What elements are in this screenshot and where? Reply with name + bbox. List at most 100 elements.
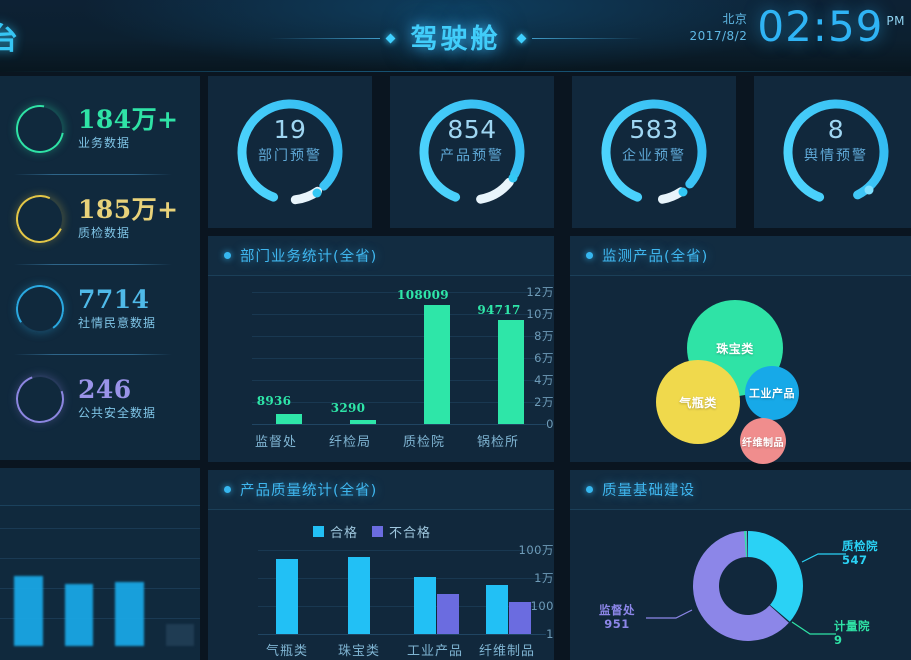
panel-title: 质量基础建设: [602, 483, 695, 499]
donut-slice-监督处[interactable]: [689, 527, 808, 646]
bar-value-label: 94717: [477, 303, 521, 317]
app-header: 台 驾驶舱 北京 2017/8/2 02:59 PM: [0, 0, 911, 72]
panel-header: 质量基础建设: [570, 470, 911, 510]
ring-icon-public-safety: [8, 367, 72, 431]
y-tick-label: 4万: [534, 373, 554, 387]
bullet-icon: [586, 486, 593, 493]
bar-工业产品-fail[interactable]: [437, 594, 459, 634]
stat-label: 公共安全数据: [78, 405, 157, 420]
gauge-label: 企业预警: [622, 148, 686, 164]
panel-product-quality: 产品质量统计(全省) 合格 不合格 100万 1万 100 1: [208, 470, 554, 660]
stat-item-business[interactable]: 184万+ 业务数据: [0, 84, 200, 174]
donut-label-计量院: 计量院 9: [834, 619, 870, 647]
bubble-industrial-product[interactable]: 工业产品: [745, 366, 799, 420]
bar-珠宝类-pass[interactable]: [348, 557, 370, 634]
panel-title: 监测产品(全省): [602, 249, 709, 265]
bar-纤维制品-pass[interactable]: [486, 585, 508, 634]
clock-ampm: PM: [886, 14, 905, 28]
chart-legend: 合格 不合格: [313, 522, 431, 541]
bubble-label: 气瓶类: [679, 395, 717, 410]
panel-title: 部门业务统计(全省): [240, 249, 378, 265]
legend-item-fail[interactable]: 不合格: [372, 522, 431, 541]
bar-锅检所[interactable]: [498, 320, 524, 424]
clock-time: 02:59: [757, 2, 884, 51]
bar-纤维制品-fail[interactable]: [509, 602, 531, 634]
diamond-icon-right: [516, 33, 526, 43]
bubble-gas-cylinder[interactable]: 气瓶类: [656, 360, 740, 444]
stat-value: 184万+: [78, 104, 179, 134]
panel-dept-business: 部门业务统计(全省) 12万 10万 8万 6万 4万 2万 0 8936 32…: [208, 236, 554, 462]
legend-item-pass[interactable]: 合格: [313, 522, 358, 541]
bubble-label: 工业产品: [749, 387, 795, 400]
donut-svg: [646, 527, 846, 646]
leader-line-质检院: [801, 553, 846, 563]
stat-value: 185万+: [78, 194, 179, 224]
gauge-label: 产品预警: [440, 148, 504, 164]
clock-city: 北京: [722, 12, 748, 26]
y-tick-label: 6万: [534, 351, 554, 365]
legend-swatch: [372, 526, 384, 537]
y-tick-label: 100: [530, 599, 554, 613]
stat-label: 质检数据: [78, 225, 131, 240]
stat-item-public-opinion[interactable]: 7714 社情民意数据: [0, 264, 200, 354]
gauge-card-department[interactable]: 19 部门预警: [208, 76, 372, 228]
donut-value-text: 9: [834, 633, 843, 647]
gauge-card-sentiment[interactable]: 8 舆情预警: [754, 76, 911, 228]
bubble-fiber-product[interactable]: 纤维制品: [740, 418, 786, 464]
gauge-arc-sentiment: [783, 99, 889, 205]
sidebar-chart-header: [0, 468, 200, 506]
bar-气瓶类-pass[interactable]: [276, 559, 298, 634]
bar-value-label: 3290: [330, 401, 366, 415]
quality-infra-donut-chart: 质检院 547 监督处 951 计量院 9: [570, 510, 911, 660]
bubble-jewelry[interactable]: 珠宝类: [687, 300, 783, 396]
bullet-icon: [224, 252, 231, 259]
x-tick-label: 质检院: [402, 435, 445, 450]
bar-监督处[interactable]: [276, 414, 302, 424]
x-tick-label: 气瓶类: [265, 644, 308, 659]
y-tick-label: 12万: [526, 285, 554, 299]
gauge-arc-enterprise: [601, 99, 707, 205]
y-tick-label: 1万: [534, 571, 554, 585]
gauge-value: 8: [827, 115, 845, 144]
bullet-icon: [224, 486, 231, 493]
y-tick-label: 10万: [526, 307, 554, 321]
bar-工业产品-pass[interactable]: [414, 577, 436, 634]
bar-质检院[interactable]: [424, 305, 450, 424]
donut-slice-质检院[interactable]: [693, 531, 803, 641]
gauge-value: 854: [447, 115, 497, 144]
ring-icon-inspection: [9, 188, 71, 250]
x-tick-label: 监督处: [254, 435, 297, 450]
page-title: 驾驶舱: [410, 23, 501, 55]
sidebar-chart-bars: [14, 546, 194, 646]
gauge-label: 部门预警: [258, 148, 322, 164]
y-tick-label: 8万: [534, 329, 554, 343]
gauge-card-enterprise[interactable]: 583 企业预警: [572, 76, 736, 228]
stat-item-public-safety[interactable]: 246 公共安全数据: [0, 354, 200, 444]
legend-label: 合格: [330, 526, 359, 541]
bar-纤检局[interactable]: [350, 420, 376, 424]
panel-header: 监测产品(全省): [570, 236, 911, 276]
stat-label: 社情民意数据: [78, 315, 157, 330]
panel-header: 产品质量统计(全省): [208, 470, 554, 510]
x-tick-label: 工业产品: [406, 644, 463, 659]
leader-line-监督处: [646, 609, 693, 619]
bar-value-label: 108009: [397, 288, 449, 302]
legend-label: 不合格: [389, 526, 432, 541]
dept-business-chart: 12万 10万 8万 6万 4万 2万 0 8936 3290 108009 9…: [208, 276, 554, 462]
y-tick-label: 2万: [534, 395, 554, 409]
ring-icon-public-opinion: [12, 281, 68, 337]
stat-item-inspection[interactable]: 185万+ 质检数据: [0, 174, 200, 264]
diamond-icon-left: [385, 33, 395, 43]
x-tick-label: 锅检所: [476, 435, 519, 450]
monitor-products-bubble-chart: 珠宝类 气瓶类 工业产品 纤维制品: [570, 276, 911, 464]
donut-slice-计量院[interactable]: [693, 531, 803, 641]
header-left-glyph: 台: [0, 22, 19, 57]
header-clock: 北京 2017/8/2 02:59 PM: [689, 4, 905, 50]
product-quality-chart: 合格 不合格 100万 1万 100 1 气瓶类 珠宝类 工业产品 纤维制品: [208, 510, 554, 660]
stat-value: 246: [78, 374, 132, 404]
gauge-card-product[interactable]: 854 产品预警: [390, 76, 554, 228]
x-tick-label: 纤维制品: [478, 644, 535, 659]
panel-monitor-products: 监测产品(全省) 珠宝类 气瓶类 工业产品 纤维制品: [570, 236, 911, 464]
leader-line-计量院: [791, 621, 836, 635]
y-tick-label: 0: [546, 417, 554, 431]
